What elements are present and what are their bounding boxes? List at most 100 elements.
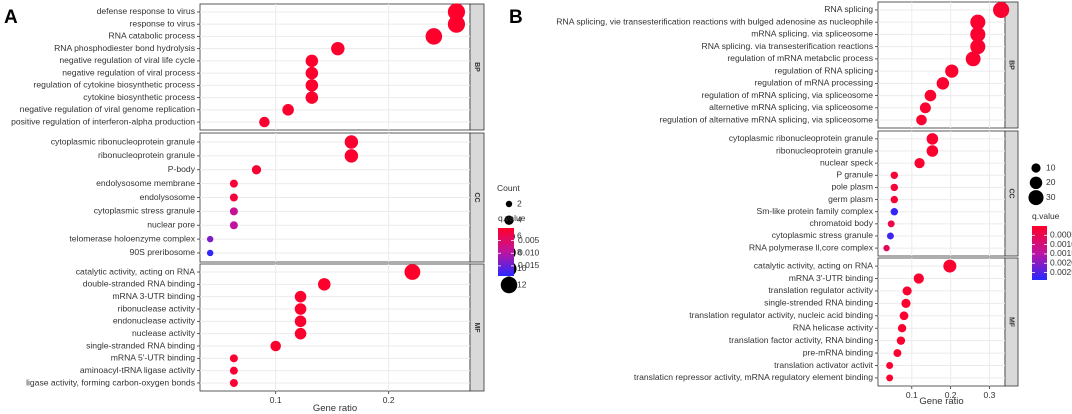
point-positive-regulation-of-interferon-alpha-production xyxy=(259,116,270,128)
category-label: RNA splicing, vie transesterification re… xyxy=(556,16,873,26)
category-label: RNA phosphodiester bond hydrolysis xyxy=(54,43,195,53)
facet-mf: MF catalytic activity, acting on RNA mRNA … xyxy=(634,257,1019,387)
category-label: endolysosome membrane xyxy=(96,178,195,188)
facet-panel xyxy=(877,1,1006,129)
point-nuclear-pore xyxy=(229,221,238,230)
point-mrna-3-utr-binding xyxy=(294,290,307,303)
point-nuclear-speck xyxy=(914,158,925,169)
category-label: negative regulation of viral genome repl… xyxy=(20,104,196,114)
category-label: response to virus xyxy=(130,18,195,28)
category-label: ribonucleoprotein granule xyxy=(98,150,195,160)
point-translation-regulator-activity xyxy=(902,286,912,296)
point-translation-regulator-activity-nucleic-acid-binding xyxy=(899,311,909,321)
size-legend-label: 4 xyxy=(517,214,522,224)
size-legend-title: Count xyxy=(497,183,520,193)
point-single-strended-rna-binding xyxy=(901,298,911,308)
point-catalytic-activity-acting-on-rna xyxy=(943,259,957,273)
facet-label-bp: BP xyxy=(1008,60,1015,70)
size-legend-label: 20 xyxy=(1046,177,1056,187)
category-label: ligase activity, forming carbon-oxygen b… xyxy=(26,377,195,387)
point-rna-catabolic-process xyxy=(425,28,443,45)
size-legend-key xyxy=(504,215,514,225)
facet-panel xyxy=(199,263,471,392)
size-legend: 10 20 30 xyxy=(1028,162,1056,206)
category-label: alternetive mRNA splicing, via spliceoso… xyxy=(709,102,873,112)
facet-strip xyxy=(1004,130,1019,257)
category-label: 90S preribosome xyxy=(130,247,196,257)
point-regulation-of-cytokine-biosynthetic-process xyxy=(305,79,319,92)
point-negative-regulation-of-viral-genome-replication xyxy=(282,104,294,116)
category-label: cytoplasmic stress granule xyxy=(772,230,873,240)
point-ligase-activity-forming-carbon-oxygen-bonds xyxy=(229,378,238,387)
category-label: regulation of alternative mRNA splicing,… xyxy=(659,114,873,124)
x-tick-label: 0.2 xyxy=(945,390,957,400)
size-legend-key xyxy=(505,200,513,208)
size-legend-label: 12 xyxy=(517,279,527,289)
point-ribonuclease-activity xyxy=(294,303,307,315)
category-label: endolysosome xyxy=(140,192,196,202)
color-legend-label: 0.015 xyxy=(518,260,540,270)
point-regulation-of-alternative-mrna-splicing-via-spliceosome xyxy=(916,114,927,126)
point-regulation-of-mrna-metabclic-process xyxy=(965,51,981,67)
size-legend-key xyxy=(1031,163,1041,173)
category-label: regulation of mRNA processing xyxy=(755,78,874,88)
color-legend-bar xyxy=(1032,226,1047,280)
category-label: germ plasm xyxy=(828,194,873,204)
category-label: RNA catabolic process xyxy=(109,31,195,41)
color-legend: q.value 0.00050.00100.00150.00200.0025 xyxy=(1032,211,1072,280)
category-label: telomerase holoenzyme complex xyxy=(69,233,195,243)
point-single-stranded-rna-binding xyxy=(270,340,281,352)
color-legend-title: q.value xyxy=(498,213,526,223)
point-alternetive-mrna-splicing-via-spliceosome xyxy=(919,102,931,114)
category-label: double-stranded RNA binding xyxy=(83,279,195,289)
category-label: pole plasm xyxy=(831,182,873,192)
color-legend-label: 0.0005 xyxy=(1050,230,1072,240)
category-label: RNA helicase activity xyxy=(793,322,874,332)
point-p-granule xyxy=(890,171,899,180)
point-translation-activator-activit xyxy=(886,362,894,369)
category-label: cytoplasmic ribonucleoprotein granule xyxy=(51,136,195,146)
point-mrna-splicing-via-spliceosome xyxy=(970,26,986,42)
facet-label-mf: MF xyxy=(1008,317,1015,328)
category-label: translation activator activit xyxy=(774,360,873,370)
facet-label-cc: CC xyxy=(1008,188,1015,198)
point-regulation-of-mrna-splicing-via-spliceosome xyxy=(924,89,937,102)
category-label: nuclear speck xyxy=(820,157,874,167)
facet-panel xyxy=(877,257,1006,387)
point-mrna-3-utr-binding xyxy=(913,273,924,284)
point-rna-splicing xyxy=(993,1,1010,19)
size-legend-label: 10 xyxy=(1046,162,1056,172)
point-sm-like-protein-family-complex xyxy=(890,207,899,216)
category-label: RNA splicing xyxy=(824,4,873,14)
point-negative-regulation-of-viral-process xyxy=(305,66,319,80)
category-label: negative regulation of viral process xyxy=(62,67,195,77)
point-translation-factor-activity-rna-binding xyxy=(896,336,906,345)
facet-bp: BP RNA splicing RNA splicing, vie transest… xyxy=(556,1,1019,129)
color-legend-bar xyxy=(498,228,514,276)
category-label: positive regulation of interferon-alpha … xyxy=(11,116,195,126)
color-legend-label: 0.0015 xyxy=(1050,248,1072,258)
point-cytoplasmic-stress-granule xyxy=(229,207,238,216)
point-cytoplasmic-stress-granule xyxy=(886,232,894,240)
point-endonuclease-activity xyxy=(294,315,307,328)
point-telomerase-holoenzyme-complex xyxy=(206,235,214,243)
point-translaticn-repressor-activity-mrna-regulatory-element-binding xyxy=(886,374,894,382)
point-rna-polymerase-ll-core-complex xyxy=(883,244,890,252)
category-label: P-body xyxy=(168,164,196,174)
category-label: catalytic activity, acting on RNA xyxy=(76,266,196,276)
category-label: RNA splicing. via transesterification re… xyxy=(702,41,873,51)
size-legend-label: 6 xyxy=(517,231,522,241)
category-label: cytokine biosynthetic process xyxy=(83,92,195,102)
category-label: chromatoid body xyxy=(809,218,873,228)
category-label: single-strended RNA binding xyxy=(764,298,873,308)
color-legend-label: 0.010 xyxy=(518,248,540,258)
point-rna-splicing-vie-transesterification-reactions-with-bulged-adenosine-as-nucleophile xyxy=(970,14,986,30)
category-label: endonuclease activity xyxy=(113,316,196,326)
facet-cc: CC cytoplasmic ribonucleoprotein granule r… xyxy=(51,132,485,263)
point-endolysosome-membrane xyxy=(229,179,238,188)
point-p-body xyxy=(251,165,262,175)
color-legend-label: 0.005 xyxy=(518,235,540,245)
